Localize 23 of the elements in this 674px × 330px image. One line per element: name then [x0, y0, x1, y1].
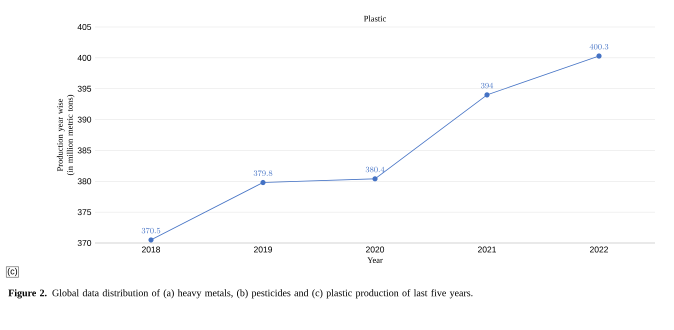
point [596, 53, 602, 59]
text: Figure 2. Global data distribution of (a) heavy metals, (b) pesticides and (c) plastic production of last five years. [8, 289, 472, 298]
text: (c) [8, 268, 18, 276]
x-tick-label: 2020 [366, 246, 384, 253]
x-tick-label: 2019 [254, 246, 272, 253]
y-tick-label: 380 [78, 178, 92, 184]
y-tick-label: 395 [78, 86, 92, 92]
x-tick-label: 2022 [590, 246, 608, 253]
y-tick-label: 375 [78, 209, 92, 216]
y-tick-label: 385 [78, 147, 92, 154]
x-tick-label: 2021 [478, 246, 496, 253]
y-tick-label: 405 [78, 24, 92, 30]
y-tick-label: 390 [78, 116, 92, 123]
point [260, 180, 266, 186]
chart-title: Plastic [364, 16, 386, 22]
point [372, 176, 378, 182]
point [484, 92, 490, 98]
point [148, 237, 154, 243]
y-tick-label: 400 [78, 54, 92, 61]
x-tick-label: 2018 [142, 246, 160, 253]
y-tick-label: 370 [78, 240, 92, 246]
y-axis-title: Production year wise (in million metric tons) [56, 94, 75, 176]
x-axis-title: Year [367, 257, 383, 263]
